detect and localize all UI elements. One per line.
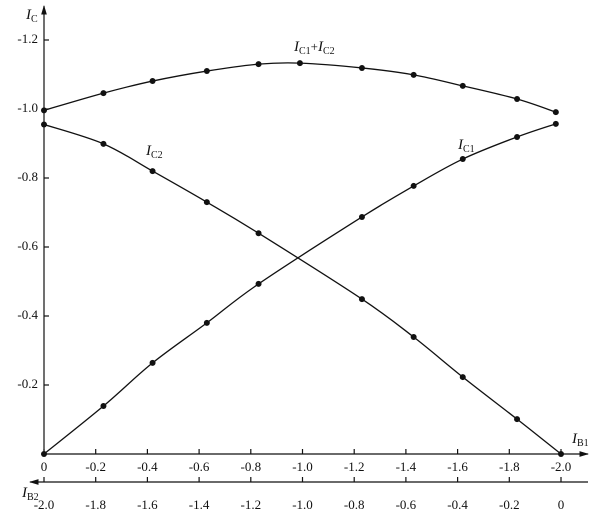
x-tick-label: -1.6 xyxy=(447,459,468,474)
x-tick-label: -0.4 xyxy=(137,459,158,474)
point xyxy=(358,64,365,71)
point xyxy=(203,199,210,206)
point xyxy=(149,78,156,85)
point xyxy=(552,120,559,127)
x2-tick-label: -0.2 xyxy=(499,497,520,512)
point xyxy=(41,121,47,128)
point xyxy=(459,374,466,381)
x2-tick-label: -1.4 xyxy=(189,497,210,512)
point xyxy=(459,82,466,89)
point xyxy=(410,71,417,78)
y-tick-label: -0.2 xyxy=(17,376,38,391)
x-axis-label: IB1​ xyxy=(571,431,589,449)
x2-tick-label: -0.4 xyxy=(447,497,468,512)
point xyxy=(41,107,47,114)
point xyxy=(255,280,262,287)
point xyxy=(100,90,107,97)
point xyxy=(358,213,365,220)
x-tick-label: -1.0 xyxy=(292,459,313,474)
x2-tick-label: -2.0 xyxy=(34,497,55,512)
y-tick-label: -0.4 xyxy=(17,307,38,322)
x2-tick-label: -0.8 xyxy=(344,497,365,512)
x2-tick-label: -1.6 xyxy=(137,497,158,512)
x2-tick-label: -0.6 xyxy=(396,497,417,512)
point xyxy=(100,140,107,147)
x-tick-label: -1.4 xyxy=(396,459,417,474)
x2-tick-label: -1.2 xyxy=(241,497,262,512)
curve xyxy=(43,123,557,455)
series-label: IC2​ xyxy=(145,143,163,161)
point xyxy=(552,109,559,116)
point xyxy=(149,359,156,366)
point xyxy=(410,334,417,341)
x2-tick-label: -1.0 xyxy=(292,497,313,512)
point xyxy=(459,156,466,163)
point xyxy=(514,416,521,423)
point xyxy=(514,133,521,140)
x-tick-label: -2.0 xyxy=(551,459,572,474)
point xyxy=(41,451,47,457)
y-tick-label: -1.2 xyxy=(17,31,38,46)
point xyxy=(558,451,564,457)
x-tick-label: -0.6 xyxy=(189,459,210,474)
x2-axis-label: IB2​ xyxy=(21,485,39,503)
x-tick-label: -1.2 xyxy=(344,459,365,474)
point xyxy=(514,95,521,102)
point xyxy=(358,296,365,303)
y-tick-label: -0.8 xyxy=(17,169,38,184)
point xyxy=(296,60,303,67)
point xyxy=(100,403,107,410)
x-tick-label: -0.8 xyxy=(241,459,262,474)
curve xyxy=(43,62,557,113)
x2-tick-label: 0 xyxy=(558,497,565,512)
x-tick-label: -0.2 xyxy=(85,459,106,474)
point xyxy=(255,61,262,68)
point xyxy=(203,68,210,75)
point xyxy=(203,319,210,326)
x2-tick-label: -1.8 xyxy=(85,497,106,512)
point xyxy=(410,182,417,189)
x-tick-label: -1.8 xyxy=(499,459,520,474)
y-tick-label: -0.6 xyxy=(17,238,38,253)
series-label: IC1​ xyxy=(457,137,475,155)
x-tick-label: 0 xyxy=(41,459,48,474)
y-tick-label: -1.0 xyxy=(17,100,38,115)
point xyxy=(255,230,262,237)
series-label: IC1​+IC2​ xyxy=(293,39,335,57)
curve xyxy=(43,123,562,455)
y-axis-label: IC​ xyxy=(25,7,38,25)
point xyxy=(149,168,156,175)
